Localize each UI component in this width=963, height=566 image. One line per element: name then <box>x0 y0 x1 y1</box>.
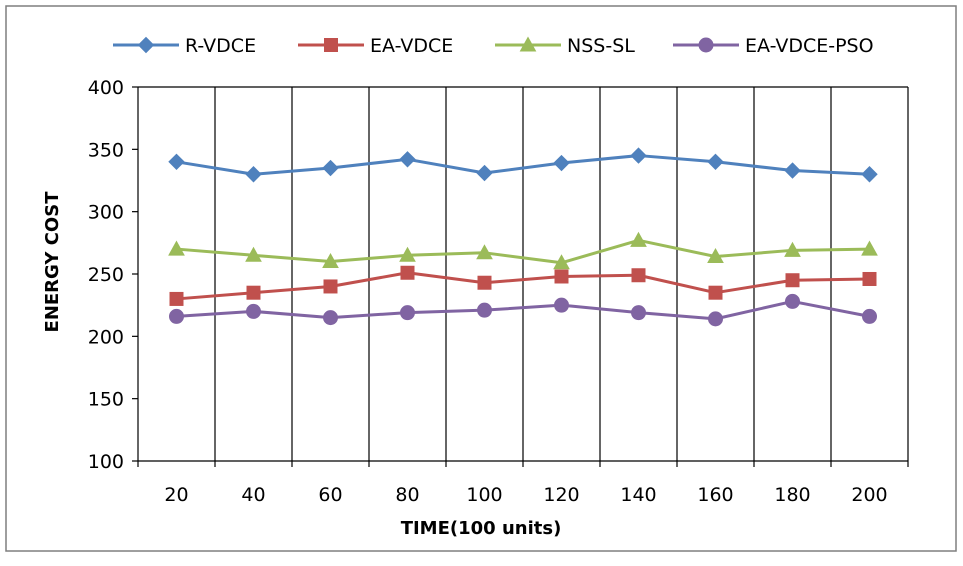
legend-item-ea-vdce: EA-VDCE <box>298 35 453 57</box>
legend-label-nss-sl: NSS-SL <box>567 35 635 57</box>
data-point-ea-vdce <box>708 285 723 300</box>
data-point-nss-sl <box>630 231 647 247</box>
legend-item-nss-sl: NSS-SL <box>495 35 635 57</box>
data-point-ea-vdce <box>400 265 415 280</box>
y-tick-label: 250 <box>88 264 124 286</box>
y-tick-label: 300 <box>88 202 124 224</box>
data-point-ea-vdce <box>246 285 261 300</box>
legend-marker-ea-vdce <box>324 38 338 52</box>
legend-item-ea-vdce-pso: EA-VDCE-PSO <box>673 35 874 57</box>
x-axis: 20 40 60 80 100 120 140 160 180 200 <box>137 461 909 506</box>
y-axis-title: ENERGY COST <box>42 191 63 333</box>
legend-marker-nss-sl <box>519 36 537 52</box>
series-ea-vdce-pso <box>169 293 877 327</box>
data-point-nss-sl <box>399 246 416 262</box>
data-point-ea-vdce-pso <box>323 310 338 326</box>
data-point-ea-vdce <box>169 291 184 306</box>
data-point-nss-sl <box>322 253 339 269</box>
data-point-nss-sl <box>861 240 878 256</box>
y-tick-label: 200 <box>88 326 124 348</box>
series-line-nss-sl <box>176 238 870 265</box>
data-point-r-vdce <box>399 151 416 168</box>
y-axis: 100 150 200 250 300 350 400 <box>88 77 138 473</box>
data-point-nss-sl <box>553 254 570 270</box>
series-nss-sl <box>168 231 878 270</box>
series-line-r-vdce <box>176 154 870 176</box>
data-point-ea-vdce-pso <box>785 293 800 309</box>
legend-label-ea-vdce-pso: EA-VDCE-PSO <box>745 35 874 57</box>
data-point-nss-sl <box>168 240 185 256</box>
series-line-ea-vdce-pso <box>176 299 870 321</box>
data-point-r-vdce <box>322 159 339 177</box>
data-point-r-vdce <box>630 147 647 164</box>
series-ea-vdce <box>169 265 877 306</box>
data-point-nss-sl <box>245 246 262 262</box>
x-tick-label: 80 <box>395 484 419 506</box>
legend: R-VDCE EA-VDCE NSS-SL EA-VDCE-PSO <box>113 35 874 57</box>
x-tick-label: 100 <box>466 484 502 506</box>
series-line-ea-vdce <box>176 271 870 301</box>
x-tick-label: 160 <box>697 484 733 506</box>
data-point-ea-vdce <box>554 269 569 284</box>
data-point-nss-sl <box>476 244 493 260</box>
data-point-ea-vdce-pso <box>554 297 569 313</box>
data-point-ea-vdce-pso <box>246 303 261 319</box>
data-point-r-vdce <box>784 162 801 179</box>
series-r-vdce <box>168 147 878 183</box>
legend-label-r-vdce: R-VDCE <box>185 35 256 57</box>
data-point-ea-vdce <box>785 273 800 288</box>
x-tick-label: 180 <box>774 484 810 506</box>
y-tick-label: 350 <box>88 139 124 161</box>
data-point-r-vdce <box>553 154 570 172</box>
data-point-ea-vdce-pso <box>477 302 492 318</box>
data-point-nss-sl <box>707 248 724 264</box>
data-point-ea-vdce-pso <box>400 305 415 321</box>
data-point-ea-vdce-pso <box>862 308 877 324</box>
data-point-ea-vdce <box>862 271 877 286</box>
x-tick-label: 140 <box>620 484 656 506</box>
data-point-ea-vdce <box>477 275 492 290</box>
x-axis-title: TIME(100 units) <box>401 518 562 539</box>
legend-marker-r-vdce <box>137 36 155 54</box>
data-point-r-vdce <box>707 153 724 171</box>
x-tick-label: 20 <box>164 484 188 506</box>
x-tick-label: 120 <box>543 484 579 506</box>
data-point-ea-vdce-pso <box>169 308 184 324</box>
y-tick-label: 400 <box>88 77 124 99</box>
data-point-ea-vdce <box>631 268 646 283</box>
data-point-r-vdce <box>861 166 878 183</box>
data-point-r-vdce <box>476 164 493 182</box>
data-point-ea-vdce-pso <box>631 305 646 321</box>
data-point-r-vdce <box>168 153 185 171</box>
legend-marker-ea-vdce-pso <box>698 37 714 53</box>
x-tick-label: 40 <box>241 484 265 506</box>
y-tick-label: 100 <box>88 451 124 473</box>
series-layer <box>168 147 878 327</box>
legend-label-ea-vdce: EA-VDCE <box>370 35 453 57</box>
data-point-r-vdce <box>245 166 262 183</box>
legend-item-r-vdce: R-VDCE <box>113 35 256 57</box>
data-point-ea-vdce <box>323 279 338 294</box>
y-tick-label: 150 <box>88 389 124 411</box>
data-point-ea-vdce-pso <box>708 311 723 327</box>
data-point-nss-sl <box>784 241 801 257</box>
x-tick-label: 200 <box>851 484 887 506</box>
x-tick-label: 60 <box>318 484 342 506</box>
